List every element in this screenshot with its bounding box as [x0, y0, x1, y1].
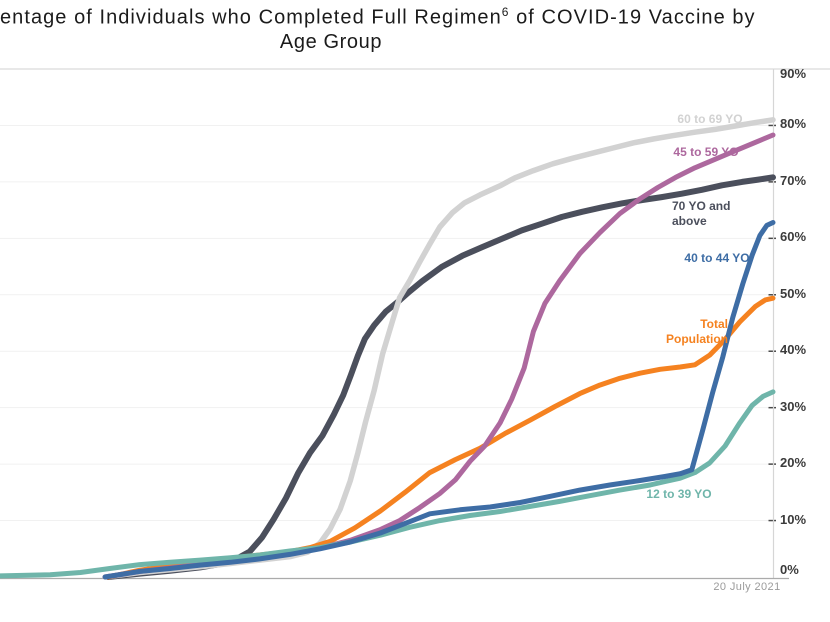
y-tick-label-80: 80%	[780, 116, 807, 132]
title-text-pre: entage of Individuals who Completed Full…	[0, 6, 502, 29]
chart-title-line2: Age Group	[279, 31, 383, 53]
series-line-60-to-69-yo	[102, 117, 776, 580]
date-annotation: 20 July 2021	[713, 581, 781, 593]
series-label-12-to-39-yo: 12 to 39 YO	[646, 487, 712, 501]
y-tick-label-10: 10%	[780, 511, 807, 527]
y-tick-label-70: 70%	[780, 172, 807, 188]
y-tick-label-20: 20%	[780, 455, 807, 471]
series-label-40-to-44-yo: 40 to 44 YO	[684, 251, 750, 265]
y-tick-label-90: 90%	[780, 66, 807, 81]
series-line-12-to-39-yo	[0, 389, 776, 579]
y-tick-label-50: 50%	[780, 285, 807, 301]
series-label-45-to-59-yo: 45 to 59 YO	[673, 145, 739, 159]
title-text-post: of COVID-19 Vaccine by	[509, 6, 756, 29]
chart-title-line1: entage of Individuals who Completed Full…	[0, 5, 756, 30]
series-line-70-yo-and-above	[105, 174, 776, 580]
y-tick-label-40: 40%	[780, 342, 807, 358]
y-tick-label-60: 60%	[780, 229, 807, 245]
y-tick-label-30: 30%	[780, 398, 807, 414]
title-superscript: 6	[501, 5, 510, 19]
series-label-70-yo-and-above: 70 YO and above	[672, 199, 731, 228]
series-line-40-to-44-yo	[102, 220, 776, 580]
series-label-60-to-69-yo: 60 to 69 YO	[677, 112, 743, 126]
series-label-total-population: Total Population	[666, 317, 728, 346]
y-tick-label-0: 0%	[780, 562, 799, 577]
